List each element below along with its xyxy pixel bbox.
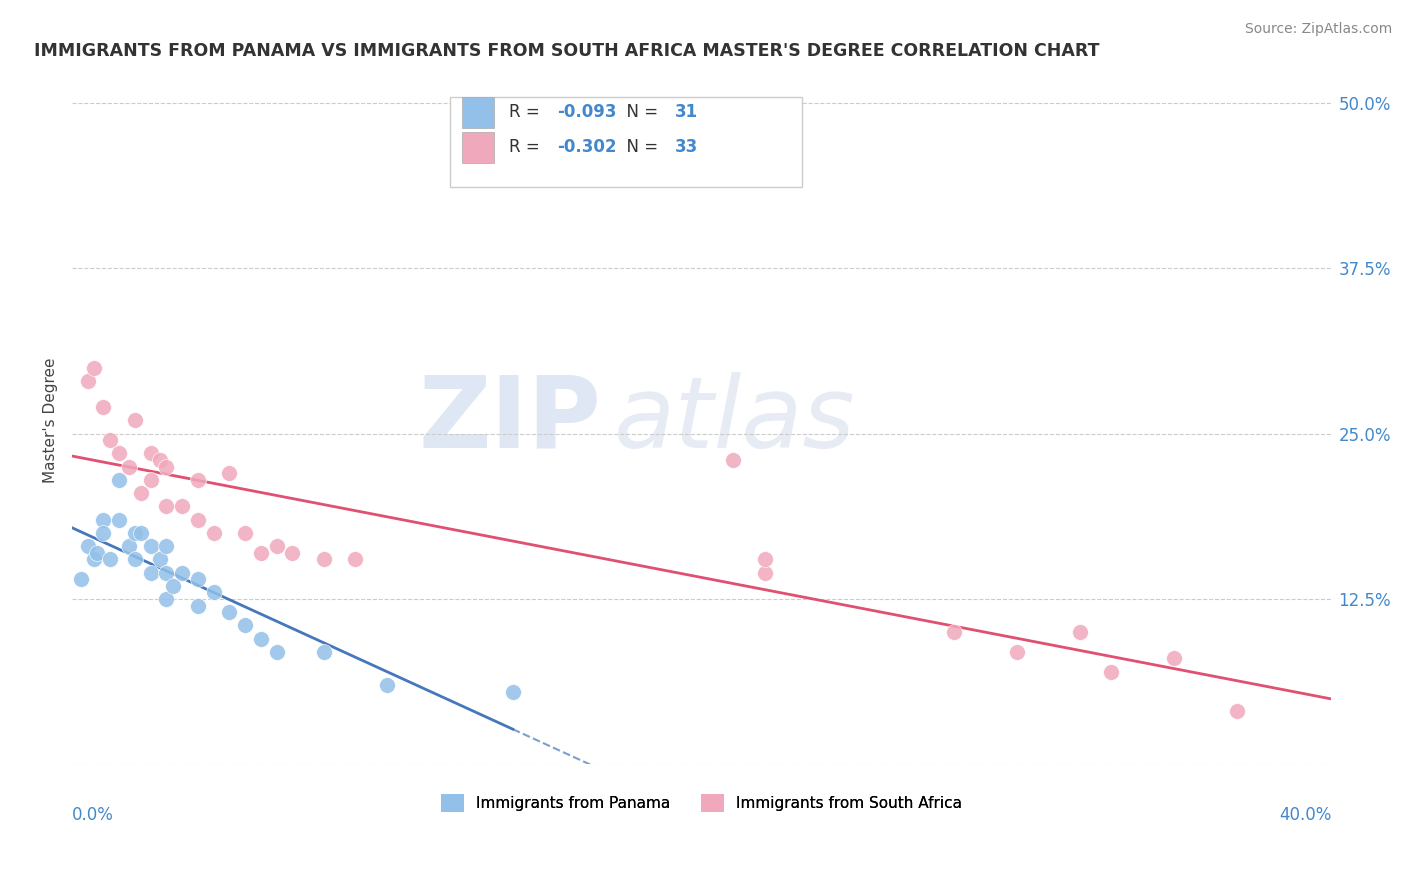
- Point: [139, 473, 162, 487]
- Point: [129, 525, 152, 540]
- Point: [202, 525, 225, 540]
- Point: [218, 467, 240, 481]
- Point: [1163, 651, 1185, 665]
- Point: [266, 539, 288, 553]
- Point: [942, 625, 965, 640]
- Text: atlas: atlas: [613, 372, 855, 469]
- Text: R =: R =: [509, 137, 546, 156]
- Point: [754, 552, 776, 566]
- Text: N =: N =: [616, 137, 664, 156]
- Legend: Immigrants from Panama, Immigrants from South Africa: Immigrants from Panama, Immigrants from …: [434, 788, 969, 819]
- Text: IMMIGRANTS FROM PANAMA VS IMMIGRANTS FROM SOUTH AFRICA MASTER'S DEGREE CORRELATI: IMMIGRANTS FROM PANAMA VS IMMIGRANTS FRO…: [34, 42, 1099, 60]
- Point: [187, 599, 209, 613]
- Point: [187, 513, 209, 527]
- Text: -0.093: -0.093: [557, 103, 616, 121]
- Point: [1069, 625, 1091, 640]
- Point: [86, 546, 108, 560]
- Point: [149, 552, 172, 566]
- Point: [118, 539, 141, 553]
- Point: [155, 566, 177, 580]
- Point: [98, 434, 121, 448]
- Point: [233, 525, 256, 540]
- Text: R =: R =: [509, 103, 546, 121]
- Point: [250, 632, 273, 646]
- Point: [93, 401, 115, 415]
- FancyBboxPatch shape: [450, 97, 803, 186]
- Point: [1226, 705, 1249, 719]
- Point: [108, 513, 131, 527]
- Text: 33: 33: [675, 137, 699, 156]
- Point: [162, 579, 184, 593]
- Point: [76, 539, 98, 553]
- Point: [202, 585, 225, 599]
- Point: [187, 473, 209, 487]
- Point: [83, 360, 105, 375]
- Point: [375, 678, 398, 692]
- Point: [93, 513, 115, 527]
- Point: [266, 645, 288, 659]
- Point: [281, 546, 304, 560]
- Point: [754, 566, 776, 580]
- Point: [118, 459, 141, 474]
- Point: [187, 572, 209, 586]
- Point: [1099, 665, 1122, 679]
- Text: 0.0%: 0.0%: [72, 805, 114, 823]
- FancyBboxPatch shape: [463, 97, 494, 128]
- FancyBboxPatch shape: [463, 132, 494, 162]
- Point: [76, 374, 98, 388]
- Point: [155, 539, 177, 553]
- Point: [83, 552, 105, 566]
- Point: [155, 591, 177, 606]
- Point: [721, 453, 744, 467]
- Text: 31: 31: [675, 103, 699, 121]
- Point: [172, 566, 194, 580]
- Point: [129, 486, 152, 500]
- Text: ZIP: ZIP: [418, 372, 600, 469]
- Point: [250, 546, 273, 560]
- Point: [155, 500, 177, 514]
- Point: [312, 645, 335, 659]
- Point: [312, 552, 335, 566]
- Point: [172, 500, 194, 514]
- Y-axis label: Master's Degree: Master's Degree: [44, 358, 58, 483]
- Point: [139, 446, 162, 460]
- Text: 40.0%: 40.0%: [1279, 805, 1331, 823]
- Point: [502, 684, 524, 698]
- Point: [149, 453, 172, 467]
- Point: [93, 525, 115, 540]
- Point: [233, 618, 256, 632]
- Point: [70, 572, 93, 586]
- Point: [344, 552, 367, 566]
- Point: [139, 539, 162, 553]
- Point: [139, 566, 162, 580]
- Point: [108, 473, 131, 487]
- Point: [124, 413, 146, 427]
- Text: -0.302: -0.302: [557, 137, 616, 156]
- Text: N =: N =: [616, 103, 664, 121]
- Point: [124, 552, 146, 566]
- Text: Source: ZipAtlas.com: Source: ZipAtlas.com: [1244, 22, 1392, 37]
- Point: [155, 459, 177, 474]
- Point: [218, 605, 240, 619]
- Point: [1005, 645, 1028, 659]
- Point: [124, 525, 146, 540]
- Point: [98, 552, 121, 566]
- Point: [108, 446, 131, 460]
